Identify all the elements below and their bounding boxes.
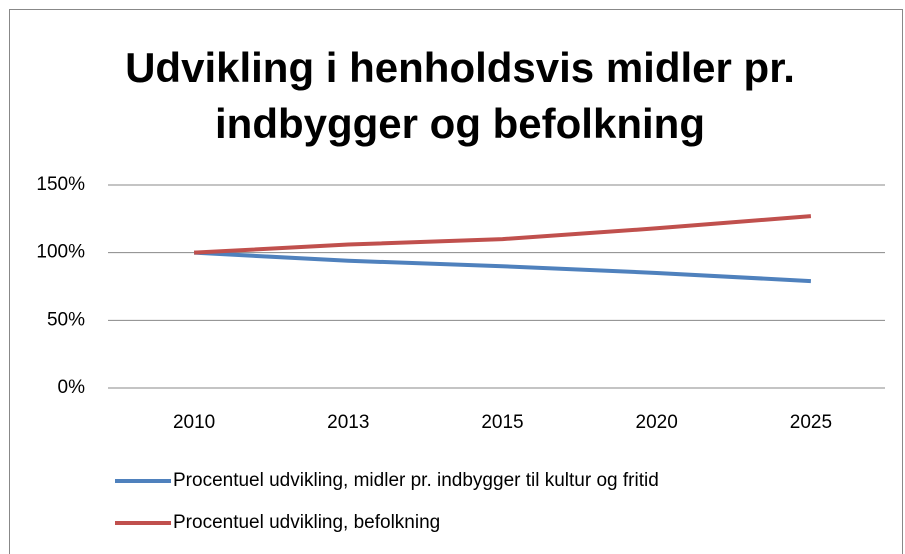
chart-title: Udvikling i henholdsvis midler pr. indby… — [125, 44, 795, 147]
x-tick-label: 2010 — [173, 412, 215, 433]
y-tick-label: 100% — [36, 242, 85, 263]
chart-frame — [9, 9, 903, 554]
x-tick-label: 2025 — [790, 412, 832, 433]
x-tick-label: 2013 — [327, 412, 369, 433]
legend-label: Procentuel udvikling, befolkning — [173, 512, 440, 533]
legend-label: Procentuel udvikling, midler pr. indbygg… — [173, 470, 659, 491]
y-tick-label: 0% — [58, 377, 86, 398]
x-tick-label: 2020 — [636, 412, 678, 433]
x-tick-label: 2015 — [481, 412, 523, 433]
line-series — [193, 214, 812, 255]
y-tick-label: 150% — [36, 174, 85, 195]
y-tick-label: 50% — [47, 309, 85, 330]
line-series — [193, 250, 812, 284]
